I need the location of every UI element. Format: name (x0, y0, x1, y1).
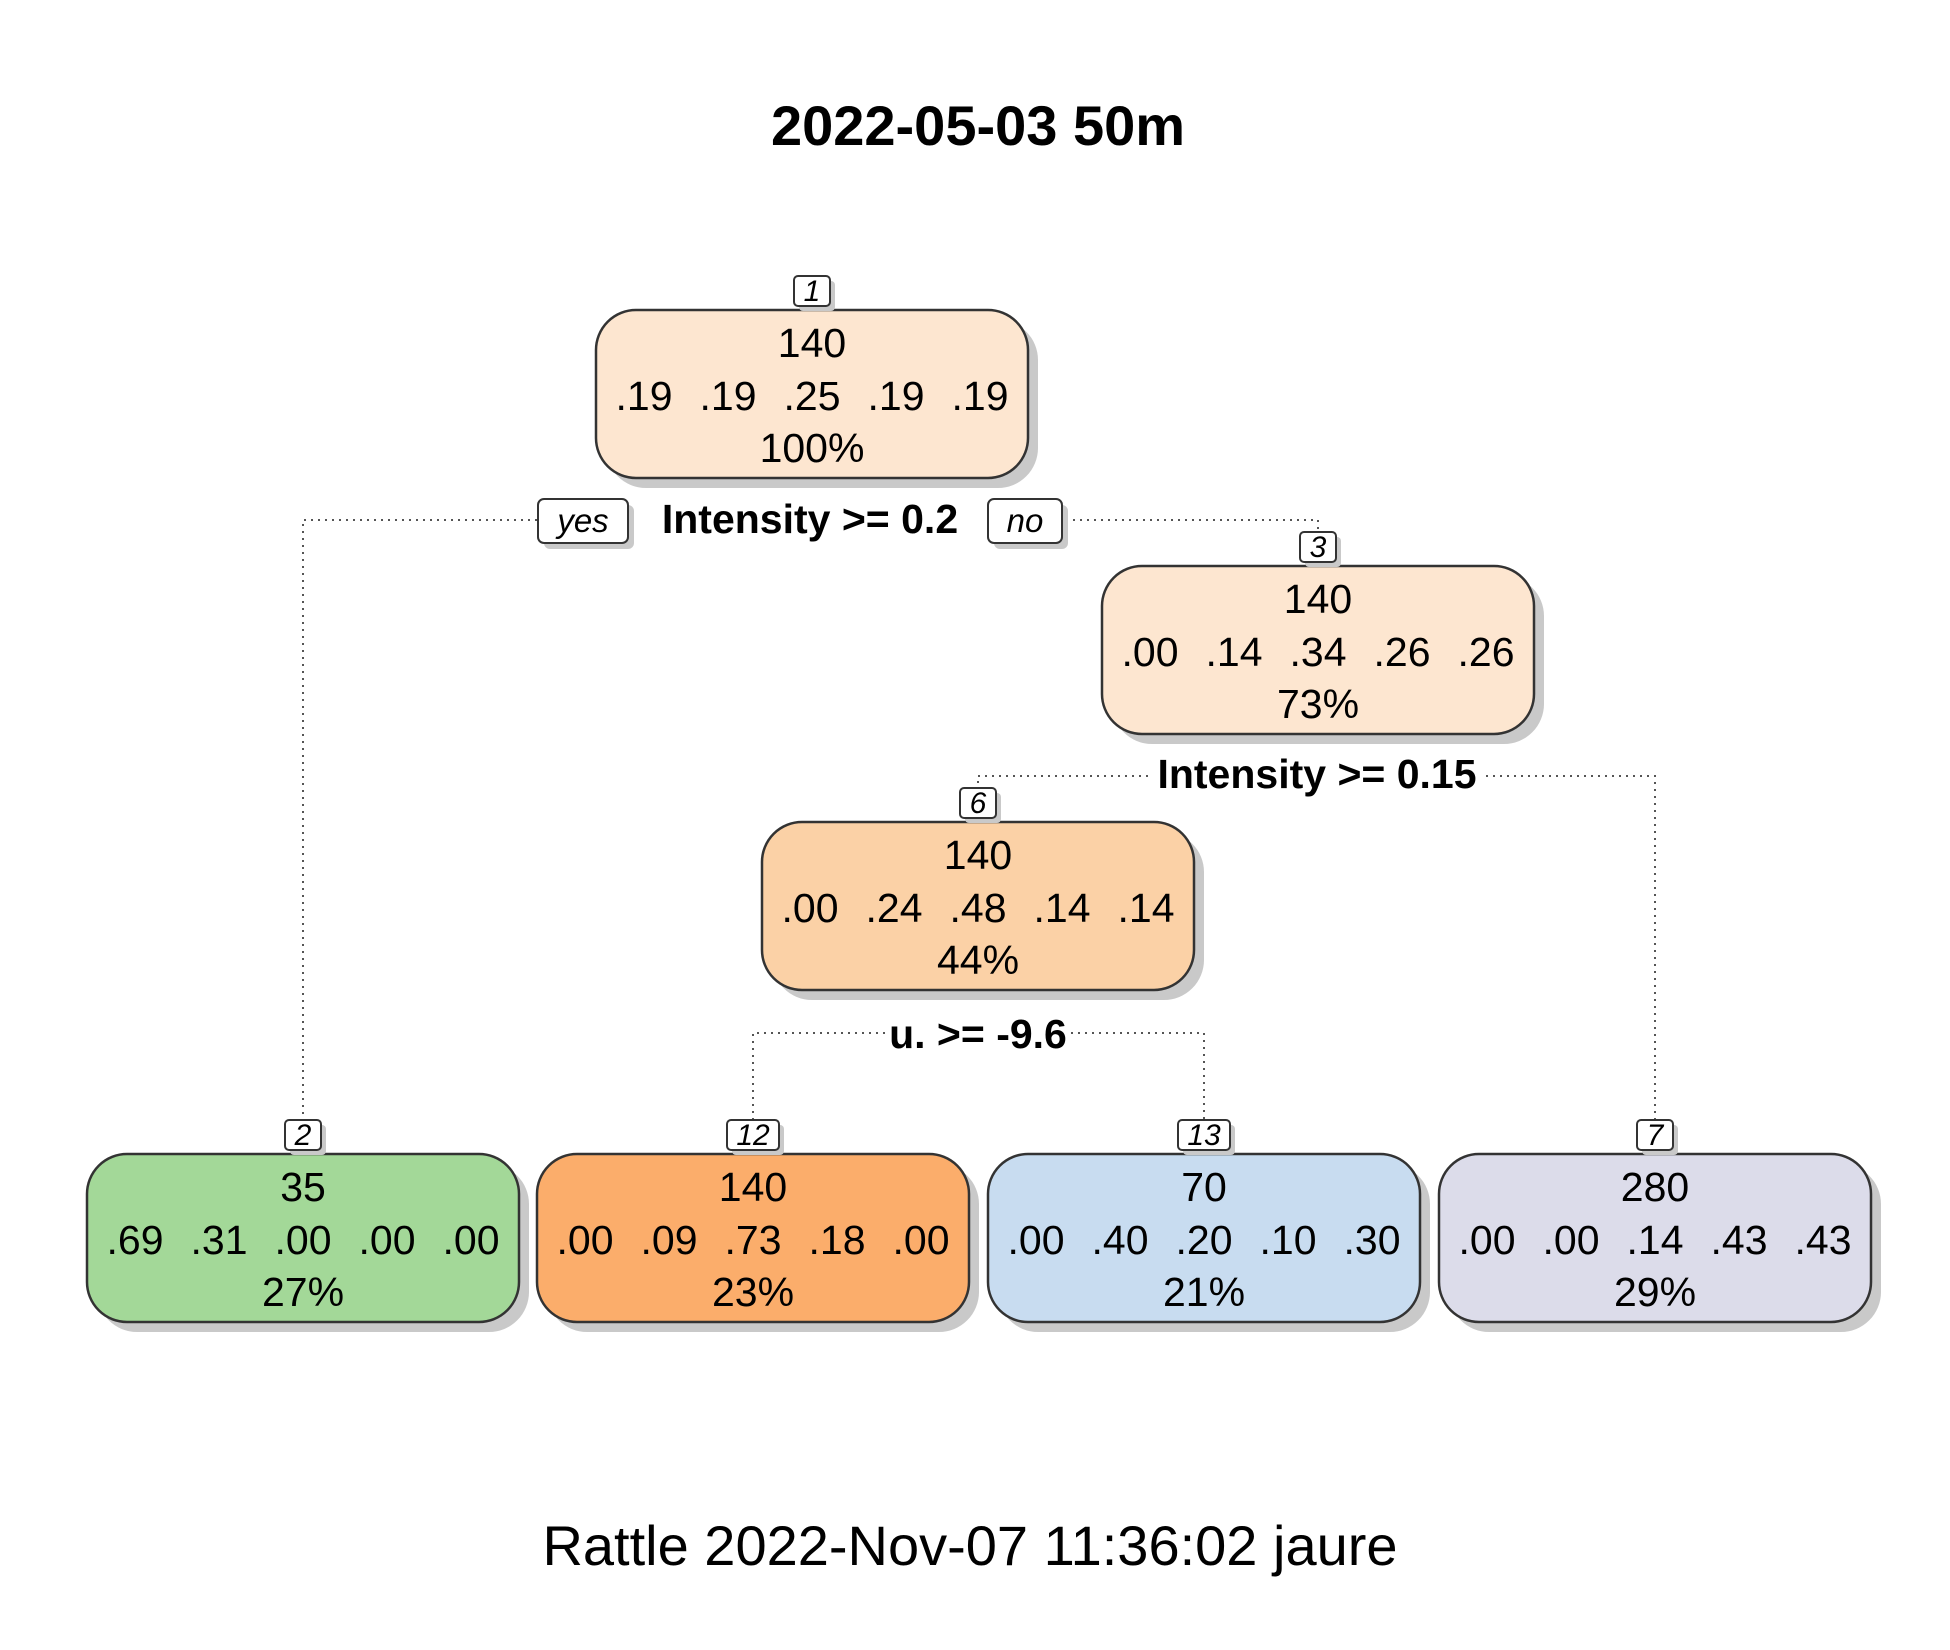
node-class-probability: .00 (1543, 1217, 1600, 1263)
figure-footer: Rattle 2022-Nov-07 11:36:02 jaure (542, 1514, 1397, 1577)
tree-nodes: 1140.19.19.25.19.19100%3140.00.14.34.26.… (85, 275, 1881, 1332)
node-class-probability: .00 (782, 885, 839, 931)
node-number-tag (1177, 1119, 1231, 1151)
no-branch-tag: no (987, 498, 1068, 549)
node-number-label: 12 (736, 1119, 770, 1152)
node-class-probability: .14 (1627, 1217, 1684, 1263)
tree-node-3: 3 140 .00 .14 .34 .26 .26 73% (1100, 531, 1544, 744)
node-count: 140 (719, 1164, 787, 1210)
node-percentage: 100% (760, 425, 865, 471)
node-count: 70 (1181, 1164, 1227, 1210)
node-class-probability: .00 (1122, 629, 1179, 675)
node-number-label: 7 (1647, 1119, 1665, 1152)
node-number-tag (1299, 531, 1337, 563)
node-class-probability: .00 (1008, 1217, 1065, 1263)
node-count: 140 (1284, 576, 1352, 622)
node-class-probability: .20 (1176, 1217, 1233, 1263)
node-class-probability: .34 (1290, 629, 1347, 675)
node-class-probability: .73 (725, 1217, 782, 1263)
node-class-probability: .19 (952, 373, 1009, 419)
node-class-probability: .26 (1458, 629, 1515, 675)
node-class-probability: .09 (641, 1217, 698, 1263)
node-class-probability: .00 (359, 1217, 416, 1263)
node-number-tag (284, 1119, 322, 1151)
edge-6-13 (1071, 1032, 1205, 1120)
node-percentage: 21% (1163, 1269, 1245, 1315)
node-class-probability: .00 (443, 1217, 500, 1263)
edge-1-3 (1066, 519, 1319, 540)
node-class-probability: .00 (1459, 1217, 1516, 1263)
node-number-label: 3 (1310, 531, 1327, 564)
node-class-probability: .00 (275, 1217, 332, 1263)
yes-branch-tag: yes (537, 498, 634, 549)
node-class-probability: .19 (700, 373, 757, 419)
tree-node-12: 12 140 .00 .09 .73 .18 .00 23% (535, 1119, 979, 1332)
node-number-label: 2 (294, 1119, 312, 1152)
edge-3-7 (1486, 775, 1656, 1120)
tree-edges (302, 519, 1656, 1120)
node-percentage: 73% (1277, 681, 1359, 727)
node-number-tag (1636, 1119, 1674, 1151)
node-class-probability: .30 (1344, 1217, 1401, 1263)
node-number-label: 1 (804, 275, 821, 308)
edge-1-2 (302, 519, 537, 1120)
node-class-probability: .00 (557, 1217, 614, 1263)
node-class-probability: .14 (1206, 629, 1263, 675)
tree-node-6: 6 140 .00 .24 .48 .14 .14 44% (760, 787, 1204, 1000)
tree-node-13: 13 70 .00 .40 .20 .10 .30 21% (986, 1119, 1430, 1332)
node-class-probability: .19 (616, 373, 673, 419)
split-label-node-6: u. >= -9.6 (889, 1011, 1067, 1057)
tree-node-2: 2 35 .69 .31 .00 .00 .00 27% (85, 1119, 529, 1332)
yes-branch-label: yes (555, 502, 608, 539)
node-percentage: 29% (1614, 1269, 1696, 1315)
edge-3-6 (977, 775, 1148, 798)
node-count: 35 (280, 1164, 326, 1210)
node-number-label: 13 (1187, 1119, 1221, 1152)
node-count: 280 (1621, 1164, 1689, 1210)
node-class-probability: .14 (1034, 885, 1091, 931)
split-label-node-3: Intensity >= 0.15 (1157, 751, 1476, 797)
node-class-probability: .14 (1118, 885, 1175, 931)
node-class-probability: .24 (866, 885, 923, 931)
node-class-probability: .48 (950, 885, 1007, 931)
node-percentage: 23% (712, 1269, 794, 1315)
node-class-probability: .19 (868, 373, 925, 419)
node-count: 140 (778, 320, 846, 366)
node-class-probability: .69 (107, 1217, 164, 1263)
edge-6-12 (752, 1032, 885, 1120)
node-percentage: 27% (262, 1269, 344, 1315)
split-label-node-1: Intensity >= 0.2 (662, 496, 958, 542)
node-number-tag (959, 787, 997, 819)
node-percentage: 44% (937, 937, 1019, 983)
node-class-probability: .43 (1795, 1217, 1852, 1263)
node-class-probability: .25 (784, 373, 841, 419)
node-class-probability: .26 (1374, 629, 1431, 675)
figure-title: 2022-05-03 50m (771, 94, 1185, 157)
node-number-tag (726, 1119, 780, 1151)
node-number-tag (793, 275, 831, 307)
node-class-probability: .43 (1711, 1217, 1768, 1263)
tree-node-7: 7 280 .00 .00 .14 .43 .43 29% (1437, 1119, 1881, 1332)
node-class-probability: .18 (809, 1217, 866, 1263)
no-branch-label: no (1007, 502, 1044, 539)
node-class-probability: .40 (1092, 1217, 1149, 1263)
node-count: 140 (944, 832, 1012, 878)
node-class-probability: .10 (1260, 1217, 1317, 1263)
node-number-label: 6 (970, 787, 987, 820)
node-class-probability: .00 (893, 1217, 950, 1263)
node-class-probability: .31 (191, 1217, 248, 1263)
